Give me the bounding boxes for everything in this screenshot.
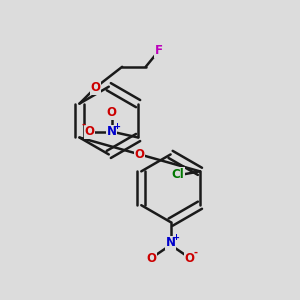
Text: N: N xyxy=(106,125,117,138)
Text: O: O xyxy=(135,148,145,161)
Text: +: + xyxy=(113,122,120,131)
Text: -: - xyxy=(194,248,198,258)
Text: O: O xyxy=(146,252,157,266)
Text: -: - xyxy=(82,120,86,130)
Text: +: + xyxy=(172,233,179,242)
Text: Cl: Cl xyxy=(172,168,184,181)
Text: N: N xyxy=(166,236,176,249)
Text: O: O xyxy=(106,106,117,119)
Text: F: F xyxy=(155,44,163,57)
Text: O: O xyxy=(185,252,195,266)
Text: O: O xyxy=(91,81,100,94)
Text: O: O xyxy=(85,125,94,138)
